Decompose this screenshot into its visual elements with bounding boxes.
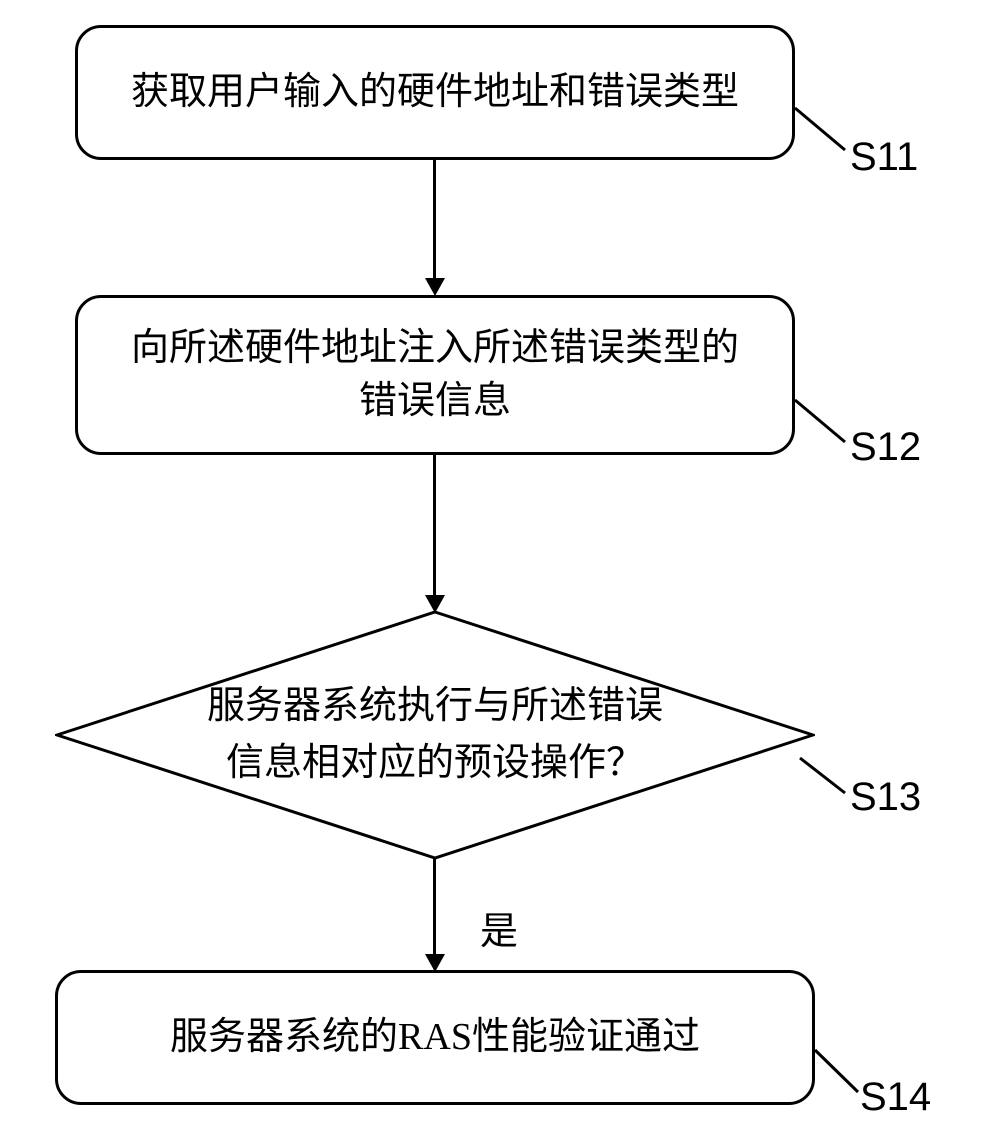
step-s12-text: 向所述硬件地址注入所述错误类型的 错误信息 [131,322,739,428]
step-s13-diamond: 服务器系统执行与所述错误 信息相对应的预设操作？ [55,610,815,860]
label-s14: S14 [860,1075,931,1120]
label-s12: S12 [850,425,921,470]
step-s12-box: 向所述硬件地址注入所述错误类型的 错误信息 [75,295,795,455]
step-s11-box: 获取用户输入的硬件地址和错误类型 [75,25,795,160]
label-s11: S11 [850,135,918,180]
arrow-s12-s13 [433,455,436,595]
label-s13: S13 [850,775,921,820]
step-s11-text: 获取用户输入的硬件地址和错误类型 [131,66,739,119]
step-s14-text: 服务器系统的RAS性能验证通过 [170,1011,700,1064]
edge-label-yes: 是 [480,900,518,955]
flowchart-container: 获取用户输入的硬件地址和错误类型 向所述硬件地址注入所述错误类型的 错误信息 服… [0,0,1006,1135]
step-s13-text: 服务器系统执行与所述错误 信息相对应的预设操作？ [207,678,663,792]
step-s14-box: 服务器系统的RAS性能验证通过 [55,970,815,1105]
arrow-s11-s12 [433,160,436,278]
arrow-s13-s14 [433,858,436,954]
arrow-head-s11-s12 [425,278,445,296]
